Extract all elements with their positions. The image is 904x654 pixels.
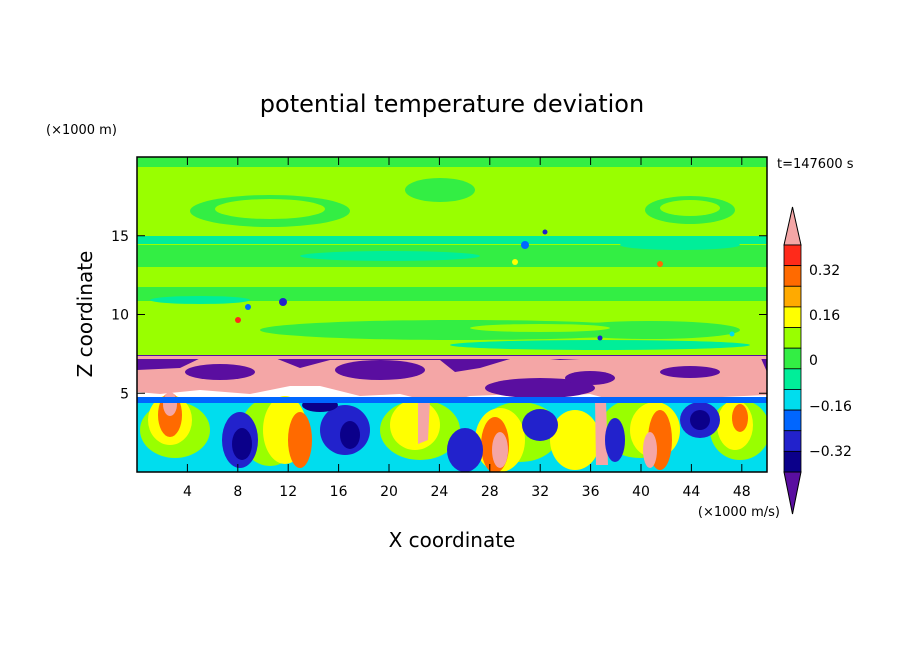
colorbar-level: [783, 285, 802, 308]
x-tick-label: 28: [481, 484, 499, 500]
y-tick-label: 5: [120, 386, 129, 402]
x-tick-label: 16: [330, 484, 348, 500]
colorbar: [783, 206, 802, 515]
x-tick-label: 48: [733, 484, 751, 500]
y-axis-unit: (×1000 m): [46, 123, 117, 138]
colorbar-labels: 0.32 0.16 0 −0.16 −0.32: [809, 263, 852, 460]
y-axis-label: Z coordinate: [73, 251, 97, 378]
colorbar-level: [783, 409, 802, 432]
colorbar-level: [783, 327, 802, 349]
colorbar-label: 0.32: [809, 263, 840, 279]
colorbar-label: −0.32: [809, 444, 852, 460]
colorbar-level: [783, 265, 802, 287]
x-tick-label: 24: [430, 484, 448, 500]
colorbar-label: 0: [809, 353, 818, 369]
colorbar-label: −0.16: [809, 399, 852, 415]
y-tick-label: 15: [111, 229, 129, 245]
colorbar-label: 0.16: [809, 308, 840, 324]
colorbar-arrow-top: [783, 206, 802, 246]
time-label: t=147600 s: [777, 157, 854, 172]
x-axis: 4 8 12 16 20 24 28 32 36 40 44 48: [183, 157, 751, 500]
x-tick-label: 40: [632, 484, 650, 500]
x-tick-label: 44: [682, 484, 700, 500]
colorbar-level: [783, 347, 802, 370]
x-tick-label: 36: [582, 484, 600, 500]
colorbar-level: [783, 244, 802, 267]
heatmap-field: [137, 157, 767, 472]
colorbar-level: [783, 368, 802, 390]
x-tick-label: 12: [279, 484, 297, 500]
chart-title: potential temperature deviation: [260, 90, 644, 118]
colorbar-level: [783, 450, 802, 473]
y-tick-label: 10: [111, 308, 129, 324]
colorbar-arrow-bottom: [783, 471, 802, 515]
x-tick-label: 8: [233, 484, 242, 500]
y-axis: 5 10 15: [111, 229, 767, 402]
x-tick-label: 4: [183, 484, 192, 500]
x-tick-label: 20: [380, 484, 398, 500]
colorbar-level: [783, 430, 802, 452]
colorbar-level: [783, 306, 802, 328]
x-tick-label: 32: [531, 484, 549, 500]
x-axis-label: X coordinate: [389, 528, 516, 552]
x-axis-unit: (×1000 m/s): [698, 505, 780, 520]
colorbar-level: [783, 389, 802, 411]
